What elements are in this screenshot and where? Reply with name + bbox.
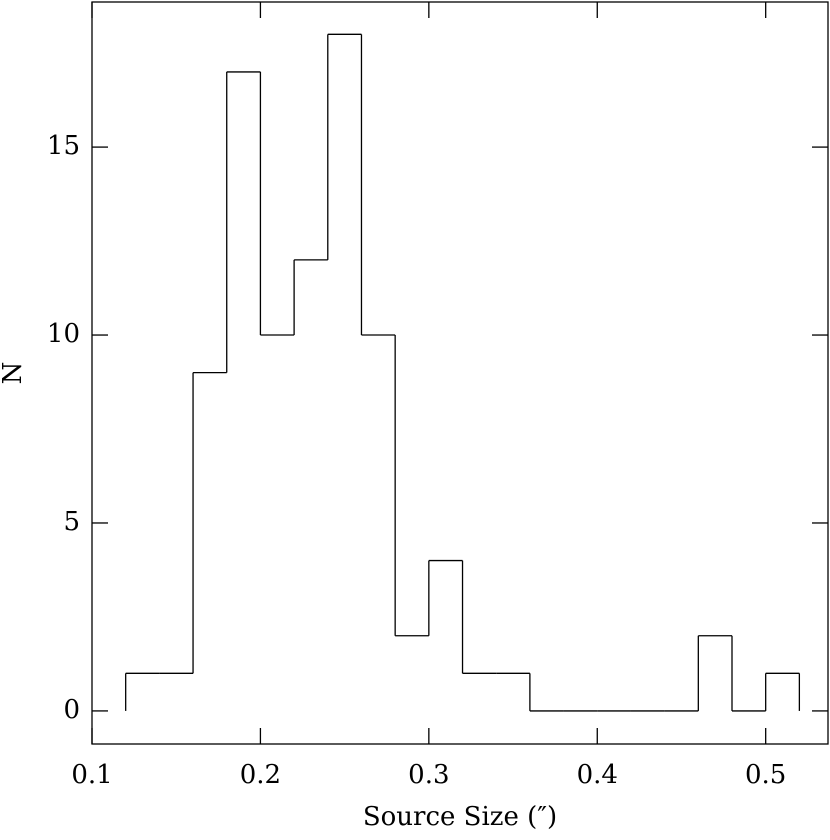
plot-frame bbox=[91, 1, 829, 745]
y-axis-label: N bbox=[0, 362, 28, 385]
x-axis-label: Source Size (″) bbox=[363, 802, 557, 832]
x-tick-label: 0.1 bbox=[71, 760, 112, 790]
y-tick-label: 10 bbox=[47, 319, 80, 349]
y-tick-label: 0 bbox=[63, 695, 80, 725]
y-tick-label: 15 bbox=[47, 131, 80, 161]
x-tick-label: 0.3 bbox=[408, 760, 449, 790]
x-tick-label: 0.2 bbox=[240, 760, 281, 790]
x-tick-label: 0.4 bbox=[577, 760, 618, 790]
x-tick-label: 0.5 bbox=[745, 760, 786, 790]
y-tick-label: 5 bbox=[63, 507, 80, 537]
